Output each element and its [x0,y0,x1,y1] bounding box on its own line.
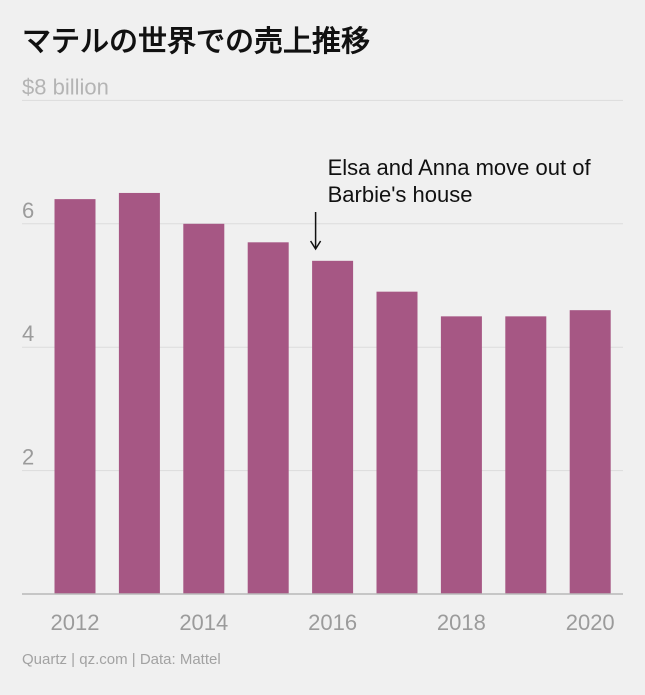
x-tick-label: 2014 [179,610,228,635]
y-tick-label: 4 [22,321,34,346]
bar-2018 [440,316,482,594]
annotation-arrow-head [309,240,322,251]
annotation-text: Barbie's house [328,182,473,207]
x-tick-label: 2016 [308,610,357,635]
x-tick-label: 2018 [437,610,486,635]
axes: $8 billion 2 4 6 2012 2014 2016 2018 2020 [22,74,623,635]
x-tick-label: 2020 [566,610,615,635]
y-unit-label: $8 billion [22,74,109,99]
bar-2019 [505,316,547,594]
bar-2012 [54,199,96,594]
bar-2015 [247,242,289,594]
source-footer: Quartz | qz.com | Data: Mattel [22,651,221,668]
annotation-text: Elsa and Anna move out of [328,155,592,180]
bar-chart: $8 billion 2 4 6 2012 2014 2016 2018 2020 Elsa a… [22,74,623,635]
y-tick-label: 2 [22,445,34,470]
bar-2017 [376,291,418,594]
bar-2014 [183,223,225,595]
bar-2013 [118,192,160,594]
bar-2020 [569,310,611,594]
x-tick-label: 2012 [51,610,100,635]
bar-2016 [312,260,354,594]
bars [54,192,611,595]
chart-title: マテルの世界での売上推移 [22,24,371,58]
y-tick-label: 6 [22,198,34,223]
